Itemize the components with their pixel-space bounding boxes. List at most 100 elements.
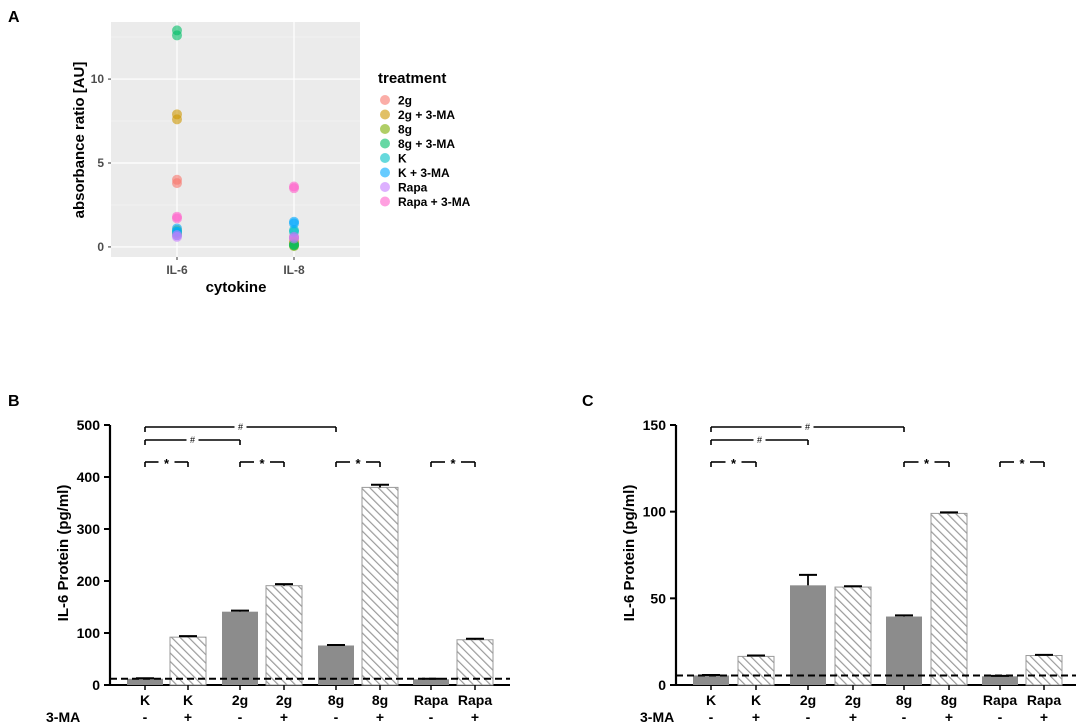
legend-title: treatment <box>378 70 446 87</box>
panel-a-point <box>172 211 182 222</box>
panel-c-y-axis-title: IL-6 Protein (pg/ml) <box>621 485 638 622</box>
y-tick-label: 300 <box>77 521 101 537</box>
bar <box>693 675 729 685</box>
panel-c-bar-chart: C IL-6 Protein (pg/ml) 3-MA 050100150K-K… <box>582 393 1076 725</box>
x-tick-label: Rapa <box>983 692 1017 708</box>
y-tick-label: 100 <box>643 504 667 520</box>
x-tick-label: K <box>706 692 716 708</box>
treatment-sign: + <box>471 709 479 725</box>
treatment-sign: - <box>429 709 434 725</box>
bar <box>886 616 922 685</box>
panel-a-y-tick-label: 5 <box>97 156 104 170</box>
panel-a-scatter-chart: A 0 5 10 IL-6 IL-8 absorbance ratio [AU] cy… <box>8 9 471 296</box>
panel-b-letter: B <box>8 393 20 410</box>
panel-a-points <box>172 25 299 252</box>
y-tick-label: 200 <box>77 573 101 589</box>
panel-a-point <box>172 174 182 185</box>
treatment-sign: + <box>184 709 192 725</box>
significance-marker: * <box>731 456 737 471</box>
panel-a-y-ticks: 0 5 10 <box>91 72 111 254</box>
x-tick-label: 8g <box>941 692 957 708</box>
x-tick-label: Rapa <box>458 692 492 708</box>
legend-label: 2g + 3-MA <box>398 108 455 122</box>
legend-label: K + 3-MA <box>398 166 450 180</box>
legend-key <box>380 153 390 163</box>
bar <box>737 655 775 686</box>
y-tick-label: 100 <box>77 625 101 641</box>
x-tick-label: K <box>140 692 150 708</box>
treatment-sign: - <box>902 709 907 725</box>
treatment-sign: + <box>280 709 288 725</box>
panel-a-letter: A <box>8 9 20 26</box>
legend-label: Rapa <box>398 181 428 195</box>
bar <box>169 636 207 686</box>
bar <box>930 512 968 686</box>
panel-b-row-label: 3-MA <box>46 709 80 725</box>
treatment-sign: - <box>998 709 1003 725</box>
panel-a-x-tick-label: IL-6 <box>166 263 188 277</box>
significance-marker: * <box>164 456 170 471</box>
treatment-sign: - <box>806 709 811 725</box>
panel-a-gridlines <box>111 22 360 257</box>
panel-a-point <box>172 25 182 36</box>
bar <box>265 585 303 686</box>
legend-label: Rapa + 3-MA <box>398 195 471 209</box>
legend-key <box>380 109 390 120</box>
legend-key <box>380 138 390 149</box>
panel-c-row-label: 3-MA <box>640 709 674 725</box>
x-tick-label: 8g <box>328 692 344 708</box>
legend-key <box>380 182 390 192</box>
bar <box>127 678 163 685</box>
panel-a-x-ticks: IL-6 IL-8 <box>166 257 305 277</box>
panel-a-x-tick-label: IL-8 <box>283 263 305 277</box>
treatment-sign: - <box>334 709 339 725</box>
panel-c-letter: C <box>582 393 594 410</box>
y-tick-label: 400 <box>77 469 101 485</box>
x-tick-label: 2g <box>276 692 292 708</box>
significance-marker: # <box>238 422 243 432</box>
legend-key <box>380 124 390 134</box>
panel-a-y-axis-title: absorbance ratio [AU] <box>71 62 88 219</box>
y-tick-label: 150 <box>643 417 667 433</box>
significance-marker: # <box>805 422 810 432</box>
significance-marker: * <box>259 456 265 471</box>
bar <box>222 611 258 685</box>
panel-a-y-tick-label: 10 <box>91 72 105 86</box>
treatment-sign: - <box>238 709 243 725</box>
significance-marker: # <box>757 435 762 445</box>
x-tick-label: K <box>183 692 193 708</box>
x-tick-label: 2g <box>232 692 248 708</box>
treatment-sign: + <box>1040 709 1048 725</box>
treatment-sign: + <box>752 709 760 725</box>
significance-marker: * <box>1019 456 1025 471</box>
legend-label: 8g + 3-MA <box>398 137 455 151</box>
y-tick-label: 500 <box>77 417 101 433</box>
treatment-sign: + <box>376 709 384 725</box>
bar <box>1025 655 1063 686</box>
legend-label: K <box>398 152 407 166</box>
treatment-sign: - <box>709 709 714 725</box>
panel-a-y-tick-label: 0 <box>97 240 104 254</box>
y-tick-label: 0 <box>92 677 100 693</box>
x-tick-label: Rapa <box>1027 692 1061 708</box>
x-tick-label: 8g <box>896 692 912 708</box>
legend-key <box>380 95 390 105</box>
x-tick-label: Rapa <box>414 692 448 708</box>
treatment-sign: + <box>849 709 857 725</box>
panel-b-y-axis-title: IL-6 Protein (pg/ml) <box>55 485 72 622</box>
bar <box>834 586 872 686</box>
panel-a-x-axis-title: cytokine <box>206 279 267 296</box>
legend-label: 2g <box>398 94 412 108</box>
x-tick-label: 2g <box>845 692 861 708</box>
significance-marker: * <box>450 456 456 471</box>
significance-marker: * <box>355 456 361 471</box>
bar <box>413 679 449 685</box>
y-tick-label: 0 <box>658 677 666 693</box>
bar <box>456 639 494 686</box>
bar <box>361 486 399 686</box>
panel-a-point <box>172 109 182 120</box>
treatment-sign: - <box>143 709 148 725</box>
bar <box>790 585 826 685</box>
